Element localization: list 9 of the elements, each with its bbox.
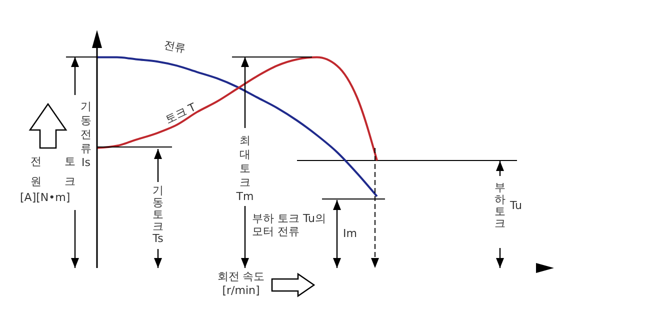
annotation: 부하 토크 Tu의 모터 전류 xyxy=(252,212,328,238)
annotation: 기동토크 Ts xyxy=(152,184,164,245)
annotation: Im xyxy=(343,227,357,240)
annotation: 최대토크 Tm xyxy=(235,134,255,204)
x-axis-title: 회전 속도 [r/min] xyxy=(216,270,266,298)
text: 토크 T xyxy=(163,100,198,126)
text: 전류 xyxy=(162,38,187,56)
text: 전원 토크 [A][N•m] xyxy=(20,155,76,204)
annotation: 기동전류 Is xyxy=(80,100,92,170)
